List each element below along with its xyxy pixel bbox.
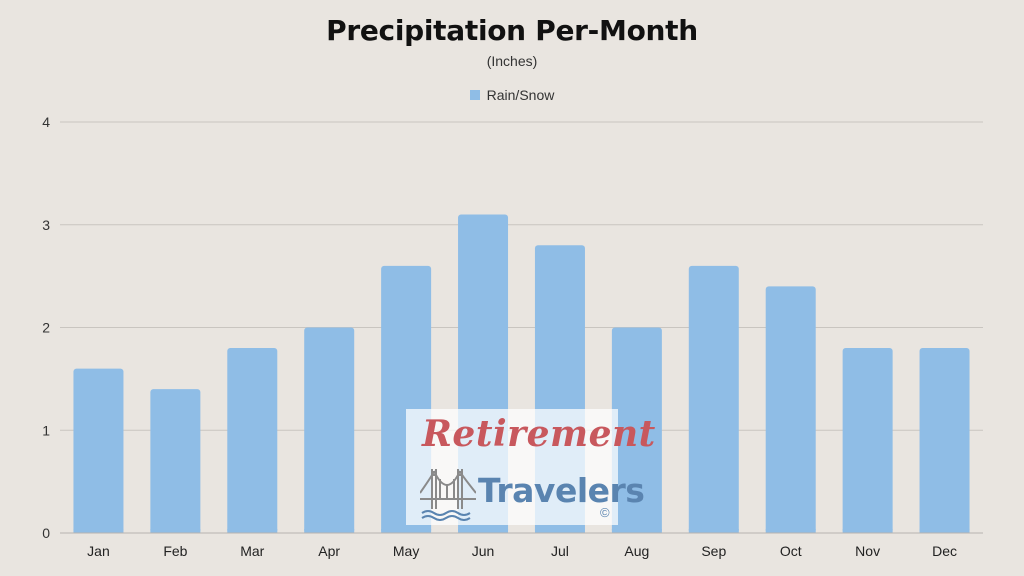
chart-subtitle: (Inches) [486, 53, 538, 69]
y-tick-label: 3 [42, 217, 50, 233]
legend: Rain/Snow [0, 87, 1024, 103]
bar-base [381, 529, 432, 533]
bar-base [842, 529, 893, 533]
x-tick-label: Mar [240, 543, 264, 559]
chart-title: Precipitation Per-Month [326, 14, 698, 47]
bar-base [73, 529, 124, 533]
bar-feb [150, 389, 201, 533]
x-tick-label: Feb [163, 543, 187, 559]
x-tick-label: Jul [551, 543, 569, 559]
bar-base [304, 529, 355, 533]
bar-aug [611, 327, 662, 533]
bar-mar [227, 348, 278, 533]
bar-nov [842, 348, 893, 533]
x-tick-label: Sep [701, 543, 726, 559]
x-tick-label: Jun [472, 543, 495, 559]
y-tick-label: 1 [42, 422, 50, 438]
x-tick-label: Aug [624, 543, 649, 559]
x-tick-label: May [393, 543, 419, 559]
x-tick-label: Dec [932, 543, 957, 559]
watermark-subtitle: Travelers [478, 471, 645, 510]
bar-apr [304, 327, 355, 533]
watermark-logo: Retirement Travelers © [406, 409, 655, 525]
bar-sep [688, 265, 739, 533]
bar-base [919, 529, 970, 533]
bridge-icon [420, 469, 476, 521]
x-tick-label: Nov [855, 543, 880, 559]
bar-base [688, 529, 739, 533]
y-tick-label: 0 [42, 525, 50, 541]
bar-base [534, 529, 585, 533]
bar-base [611, 529, 662, 533]
bar-oct [765, 286, 816, 533]
bar-base [458, 529, 509, 533]
bar-base [227, 529, 278, 533]
watermark-title: Retirement [422, 413, 656, 455]
bar-base [150, 529, 201, 533]
copyright-mark: © [600, 505, 610, 520]
y-tick-label: 2 [42, 320, 50, 336]
y-tick-label: 4 [42, 114, 50, 130]
bar-base [765, 529, 816, 533]
x-tick-label: Jan [87, 543, 110, 559]
x-tick-label: Oct [780, 543, 802, 559]
x-tick-label: Apr [318, 543, 340, 559]
legend-label: Rain/Snow [486, 87, 555, 103]
legend-swatch [469, 90, 480, 100]
bar-dec [919, 348, 970, 533]
bar-jan [73, 368, 124, 533]
